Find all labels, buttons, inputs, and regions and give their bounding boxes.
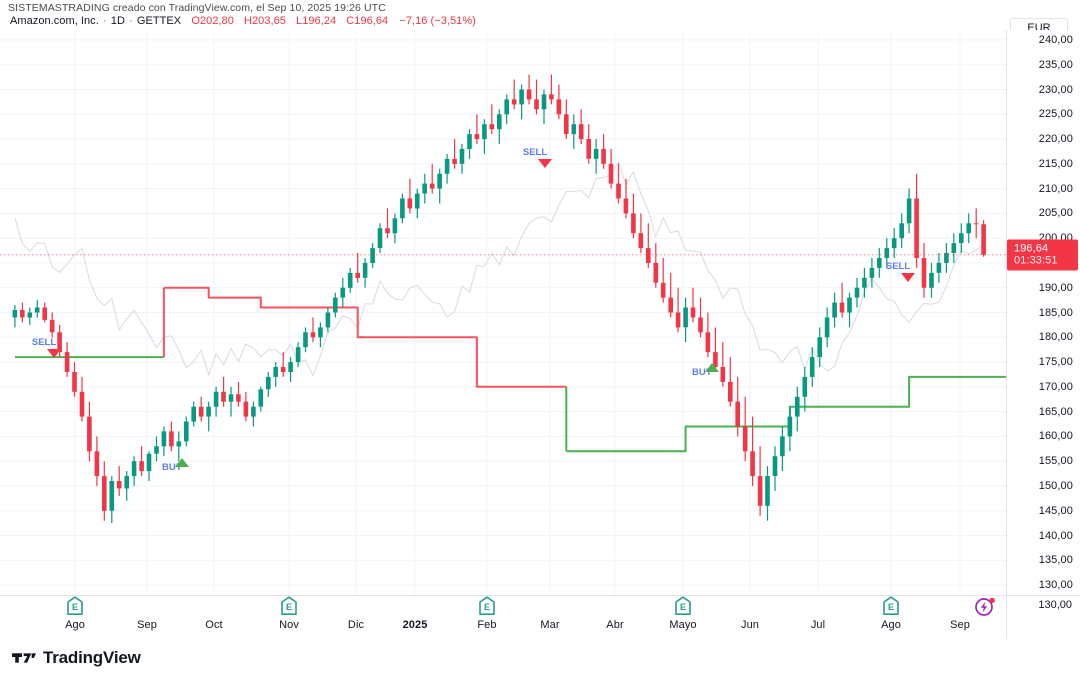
price-tick: 225,00 [1038,108,1073,121]
last-price-value: 196,64 [1014,242,1049,255]
legend-high-key: H [243,15,252,27]
legend-open-key: O [191,15,200,27]
price-tick: 145,00 [1038,504,1073,517]
price-tick: 190,00 [1038,281,1073,294]
svg-text:E: E [680,602,686,612]
signal-label-sell-0: SELL [32,337,56,348]
signal-label-buy-3: BUY [692,367,713,378]
price-tick: 130,00 [1038,579,1073,592]
price-tick: 205,00 [1038,207,1073,220]
legend-low-value: 196,24 [302,15,337,27]
last-price-badge[interactable]: 196,64 01:33:51 [1007,239,1078,271]
price-tick: 150,00 [1038,480,1073,492]
earnings-icon[interactable]: E [478,596,496,616]
chart-canvas: SELL BUY SELL BUY SELL [0,30,1006,595]
svg-text:E: E [484,602,490,612]
time-tick: Sep [950,619,970,631]
price-tick: 135,00 [1038,554,1073,567]
chart-plot-area[interactable]: SELL BUY SELL BUY SELL [0,30,1006,595]
svg-text:E: E [72,602,78,612]
legend-symbol[interactable]: Amazon.com, Inc. [10,15,99,27]
signal-markers: SELL BUY SELL BUY SELL [32,147,915,473]
tradingview-logo-icon [12,653,36,663]
time-scale-corner: 130,00 [1006,595,1080,639]
grid-lines [0,30,1006,595]
price-tick: 220,00 [1038,133,1073,145]
signal-arrow-buy-3 [705,363,719,372]
signal-label-buy-1: BUY [162,462,183,473]
candlestick-series [12,74,986,524]
price-tick: 165,00 [1038,405,1073,418]
signal-label-sell-2: SELL [523,147,547,158]
legend-change: −7,16 (−3,51%) [399,15,476,27]
legend-separator-1: · [102,15,107,27]
attribution-text: SISTEMASTRADING creado con TradingView.c… [8,2,386,14]
earnings-icon[interactable]: E [280,596,298,616]
price-tick: 230,00 [1038,83,1073,96]
legend-high-value: 203,65 [251,15,286,27]
price-tick: 210,00 [1038,182,1073,195]
price-tick: 175,00 [1038,356,1073,369]
time-tick: Dic [347,619,365,631]
price-tick: 185,00 [1038,306,1073,319]
time-tick: Nov [279,619,299,631]
time-tick: Ago [881,619,901,631]
time-tick: Mayo [669,619,697,631]
time-tick: Oct [205,619,223,631]
tradingview-logo-text: TradingView [43,648,141,667]
price-tick: 160,00 [1038,430,1073,443]
earnings-icon[interactable]: E [674,596,692,616]
time-tick: Sep [137,619,157,631]
signal-arrow-sell-0 [47,349,61,358]
time-tick: Abr [606,619,624,631]
legend-close-value: 196,64 [354,15,389,27]
time-tick: Ago [65,619,85,631]
earnings-icon[interactable]: E [66,596,84,616]
price-tick: 215,00 [1038,157,1073,170]
chart-legend: Amazon.com, Inc. · 1D · GETTEX O202,80 H… [10,15,476,27]
time-tick: Mar [540,619,560,631]
price-tick: 240,00 [1038,33,1073,46]
bar-countdown: 01:33:51 [1014,254,1058,267]
earnings-icon[interactable]: E [882,596,900,616]
price-scale[interactable]: 240,00 235,00 230,00 225,00 220,00 215,00 210,… [1006,30,1080,595]
time-tick: 2025 [402,619,428,631]
trailing-stop-series [14,286,1006,453]
time-tick: Feb [477,619,497,631]
price-tick: 140,00 [1038,529,1073,542]
svg-text:E: E [286,602,292,612]
price-tick: 235,00 [1038,58,1073,71]
legend-low-key: L [296,15,303,27]
lightning-bolt-icon[interactable] [974,596,996,618]
time-scale[interactable]: Ago Sep Oct Nov Dic 2025 Feb Mar Abr Mayo Jun Jul Ag… [0,595,1006,640]
signal-arrow-sell-4 [901,273,915,282]
time-tick: Jul [810,619,826,631]
price-tick: 170,00 [1038,380,1073,393]
signal-label-sell-4: SELL [886,261,910,272]
price-tick: 155,00 [1038,455,1073,468]
secondary-line-series [14,160,984,378]
signal-arrow-buy-1 [175,458,189,467]
legend-interval[interactable]: 1D [110,15,125,27]
signal-arrow-sell-2 [538,159,552,168]
legend-separator-2: · [129,15,133,27]
time-scale-corner-price: 130,00 [1038,599,1072,611]
time-tick: Jun [740,619,760,631]
tradingview-logo: TradingView [12,648,141,668]
legend-exchange[interactable]: GETTEX [136,15,182,27]
price-tick: 180,00 [1038,331,1073,344]
legend-close-key: C [346,15,355,27]
svg-text:E: E [888,602,894,612]
legend-open-value: 202,80 [199,15,234,27]
